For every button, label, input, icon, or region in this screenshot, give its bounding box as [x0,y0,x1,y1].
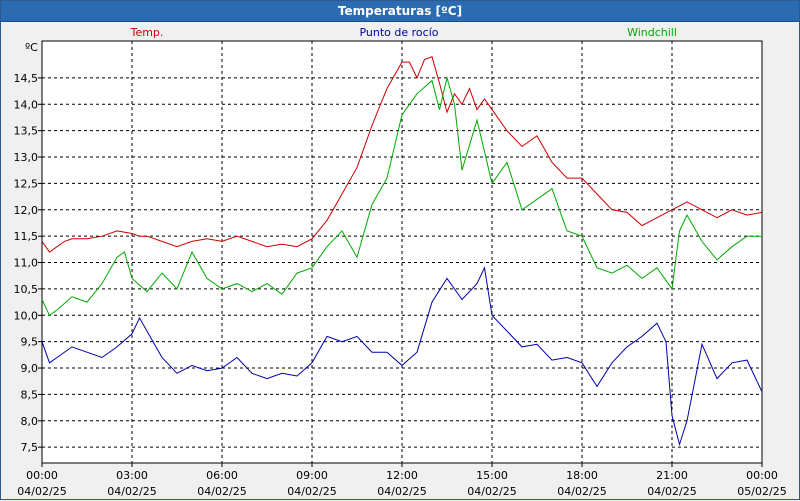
y-tick-label: 8,0 [21,415,39,428]
y-tick-label: 10,0 [14,309,39,322]
y-tick-label: 10,5 [14,283,39,296]
legend-entry-temp-: Temp. [130,26,164,39]
x-tick-time-label: 00:00 [746,469,778,482]
x-tick-date-label: 04/02/25 [197,485,246,498]
y-tick-label: 12,5 [14,177,39,190]
x-tick-time-label: 18:00 [566,469,598,482]
x-tick-time-label: 12:00 [386,469,418,482]
y-tick-label: 9,5 [21,336,39,349]
x-tick-date-label: 04/02/25 [17,485,66,498]
y-tick-label: 9,0 [21,362,39,375]
legend-entry-punto-de-roc-o: Punto de rocío [359,26,438,39]
y-tick-label: 14,5 [14,72,39,85]
y-axis-ticks: 7,5 8,0 8,5 9,0 9,5 10,0 10,5 11,0 11,5 12,0 12,5 1… [14,72,42,454]
x-tick-time-label: 03:00 [116,469,148,482]
x-tick-time-label: 06:00 [206,469,238,482]
x-tick-date-label: 04/02/25 [287,485,336,498]
y-tick-label: 12,0 [14,204,39,217]
x-tick-date-label: 04/02/25 [377,485,426,498]
x-tick-date-label: 05/02/25 [737,485,786,498]
x-tick-date-label: 04/02/25 [467,485,516,498]
y-tick-label: 13,0 [14,151,39,164]
series-lines [41,56,763,447]
y-tick-label: 11,5 [14,230,39,243]
legend-entry-windchill: Windchill [627,26,677,39]
x-tick-date-label: 04/02/25 [557,485,606,498]
y-tick-label: 14,0 [14,98,39,111]
x-tick-date-label: 04/02/25 [107,485,156,498]
x-axis-ticks: 00:00 04/02/25 03:00 04/02/25 06:00 04/02/25 0… [17,463,787,498]
y-tick-label: 7,5 [21,441,39,454]
series-line-temp- [41,56,763,253]
y-tick-label: 11,0 [14,257,39,270]
x-tick-time-label: 00:00 [26,469,58,482]
legend: Temp. Punto de rocío Windchill [130,26,677,39]
grid-lines [42,41,762,463]
y-unit-label: ºC [25,41,38,54]
window-title: Temperaturas [ºC] [1,1,799,22]
x-tick-time-label: 09:00 [296,469,328,482]
y-tick-label: 13,5 [14,125,39,138]
x-tick-time-label: 21:00 [656,469,688,482]
series-line-windchill [41,75,762,317]
x-tick-time-label: 15:00 [476,469,508,482]
x-tick-date-label: 04/02/25 [647,485,696,498]
y-tick-label: 8,5 [21,388,39,401]
series-line-punto-de-roc-o [41,266,763,447]
